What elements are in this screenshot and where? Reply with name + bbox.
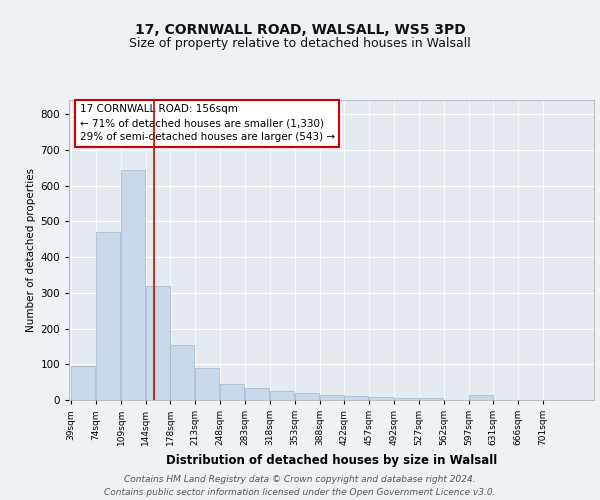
Bar	[121, 170, 145, 400]
Bar	[96, 232, 120, 400]
Text: Contains HM Land Registry data © Crown copyright and database right 2024.
Contai: Contains HM Land Registry data © Crown c…	[104, 475, 496, 497]
Bar	[419, 398, 443, 400]
Bar	[220, 384, 244, 400]
Bar	[394, 398, 418, 400]
Bar	[270, 391, 294, 400]
Bar	[369, 397, 393, 400]
Bar	[245, 388, 269, 400]
Bar	[71, 366, 95, 400]
Text: Size of property relative to detached houses in Walsall: Size of property relative to detached ho…	[129, 38, 471, 51]
Bar	[344, 396, 368, 400]
Bar	[469, 394, 493, 400]
Text: 17, CORNWALL ROAD, WALSALL, WS5 3PD: 17, CORNWALL ROAD, WALSALL, WS5 3PD	[134, 23, 466, 37]
Bar	[295, 393, 319, 400]
Bar	[146, 286, 170, 400]
Y-axis label: Number of detached properties: Number of detached properties	[26, 168, 36, 332]
Bar	[170, 344, 194, 400]
X-axis label: Distribution of detached houses by size in Walsall: Distribution of detached houses by size …	[166, 454, 497, 466]
Bar	[320, 394, 344, 400]
Text: 17 CORNWALL ROAD: 156sqm
← 71% of detached houses are smaller (1,330)
29% of sem: 17 CORNWALL ROAD: 156sqm ← 71% of detach…	[79, 104, 335, 142]
Bar	[195, 368, 220, 400]
